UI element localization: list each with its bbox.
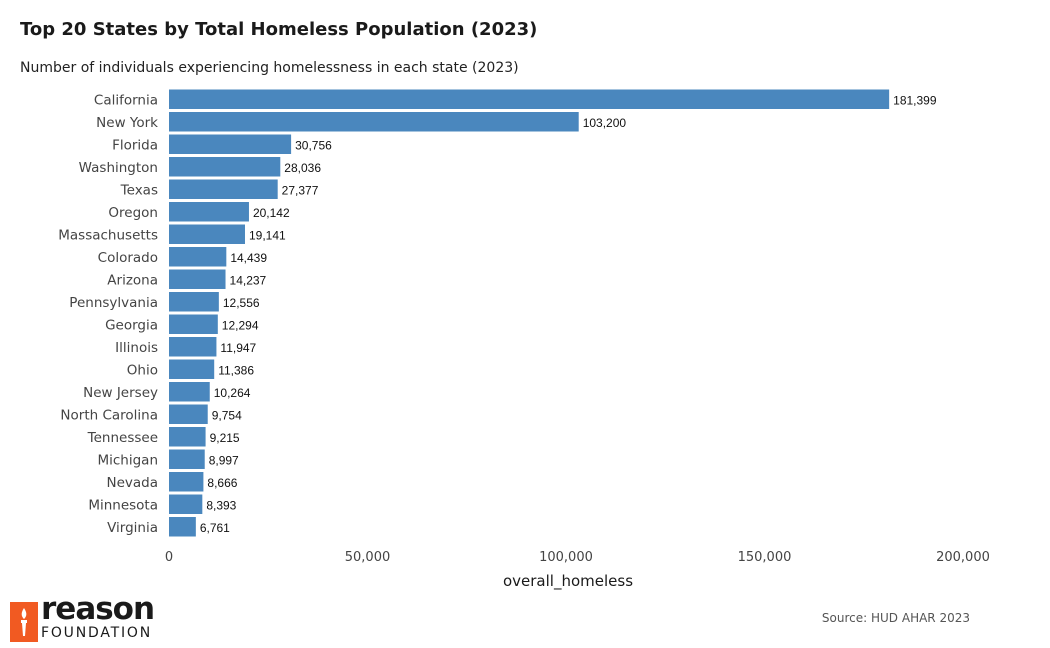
category-label: Michigan	[97, 452, 158, 468]
bar	[169, 134, 292, 154]
data-label: 11,947	[220, 341, 256, 355]
category-label: Virginia	[107, 520, 158, 536]
category-label: Illinois	[115, 340, 158, 356]
category-label: Oregon	[108, 205, 158, 221]
bar	[169, 224, 245, 244]
data-label: 181,399	[893, 93, 937, 107]
x-tick-label: 100,000	[539, 550, 593, 565]
page-title: Top 20 States by Total Homeless Populati…	[20, 19, 538, 40]
data-label: 9,215	[210, 431, 240, 445]
bar	[169, 292, 219, 312]
data-label: 8,666	[207, 476, 237, 490]
bar	[169, 382, 210, 402]
bar	[169, 157, 281, 177]
bar	[169, 247, 227, 267]
x-tick-label: 150,000	[738, 550, 792, 565]
data-label: 30,756	[295, 138, 332, 152]
category-label: Washington	[79, 160, 158, 176]
category-label: California	[94, 92, 158, 108]
category-label: Tennessee	[87, 430, 158, 446]
data-label: 20,142	[253, 206, 290, 220]
category-label: New York	[96, 115, 158, 131]
data-label: 10,264	[214, 386, 251, 400]
data-label: 27,377	[282, 183, 319, 197]
category-label: Ohio	[127, 362, 158, 378]
data-label: 8,393	[206, 498, 236, 512]
category-label: Florida	[112, 137, 158, 153]
category-label: Arizona	[107, 272, 158, 288]
data-label: 8,997	[209, 453, 239, 467]
bar	[169, 517, 196, 537]
bar	[169, 494, 203, 514]
bar	[169, 269, 226, 289]
bar-chart: California 181,399 New York 103,200 Florida 3…	[58, 89, 990, 565]
logo-word: reason	[41, 591, 155, 627]
data-label: 12,556	[223, 296, 260, 310]
x-axis-title: overall_homeless	[502, 572, 634, 590]
bar	[169, 112, 579, 132]
bar	[169, 202, 249, 222]
data-label: 28,036	[284, 161, 321, 175]
category-label: Nevada	[106, 475, 158, 491]
category-label: Pennsylvania	[69, 295, 158, 311]
bar	[169, 449, 205, 469]
bar	[169, 314, 218, 334]
data-label: 19,141	[249, 228, 286, 242]
reason-foundation-logo: reason FOUNDATION	[10, 591, 170, 644]
category-label: Massachusetts	[58, 227, 158, 243]
bar	[169, 404, 208, 424]
category-label: Minnesota	[88, 497, 158, 513]
data-label: 12,294	[222, 318, 259, 332]
torch-icon	[10, 602, 38, 642]
data-label: 9,754	[212, 408, 242, 422]
data-label: 14,237	[230, 273, 267, 287]
bar	[169, 427, 206, 447]
bar	[169, 89, 890, 109]
x-tick-label: 50,000	[345, 550, 391, 565]
category-label: Texas	[120, 182, 158, 198]
data-label: 6,761	[200, 521, 230, 535]
bar	[169, 179, 278, 199]
category-label: Colorado	[98, 250, 158, 266]
category-label: North Carolina	[60, 407, 158, 423]
bar	[169, 359, 215, 379]
category-label: New Jersey	[83, 385, 158, 401]
data-label: 103,200	[583, 116, 627, 130]
x-tick-label: 0	[165, 550, 173, 565]
data-label: 14,439	[230, 251, 267, 265]
chart-title: Number of individuals experiencing homel…	[20, 60, 519, 76]
source-note: Source: HUD AHAR 2023	[821, 611, 970, 625]
logo-subtitle: FOUNDATION	[41, 625, 152, 641]
data-label: 11,386	[218, 363, 254, 377]
bar	[169, 472, 204, 492]
x-tick-label: 200,000	[936, 550, 990, 565]
category-label: Georgia	[105, 317, 158, 333]
bar	[169, 337, 217, 357]
